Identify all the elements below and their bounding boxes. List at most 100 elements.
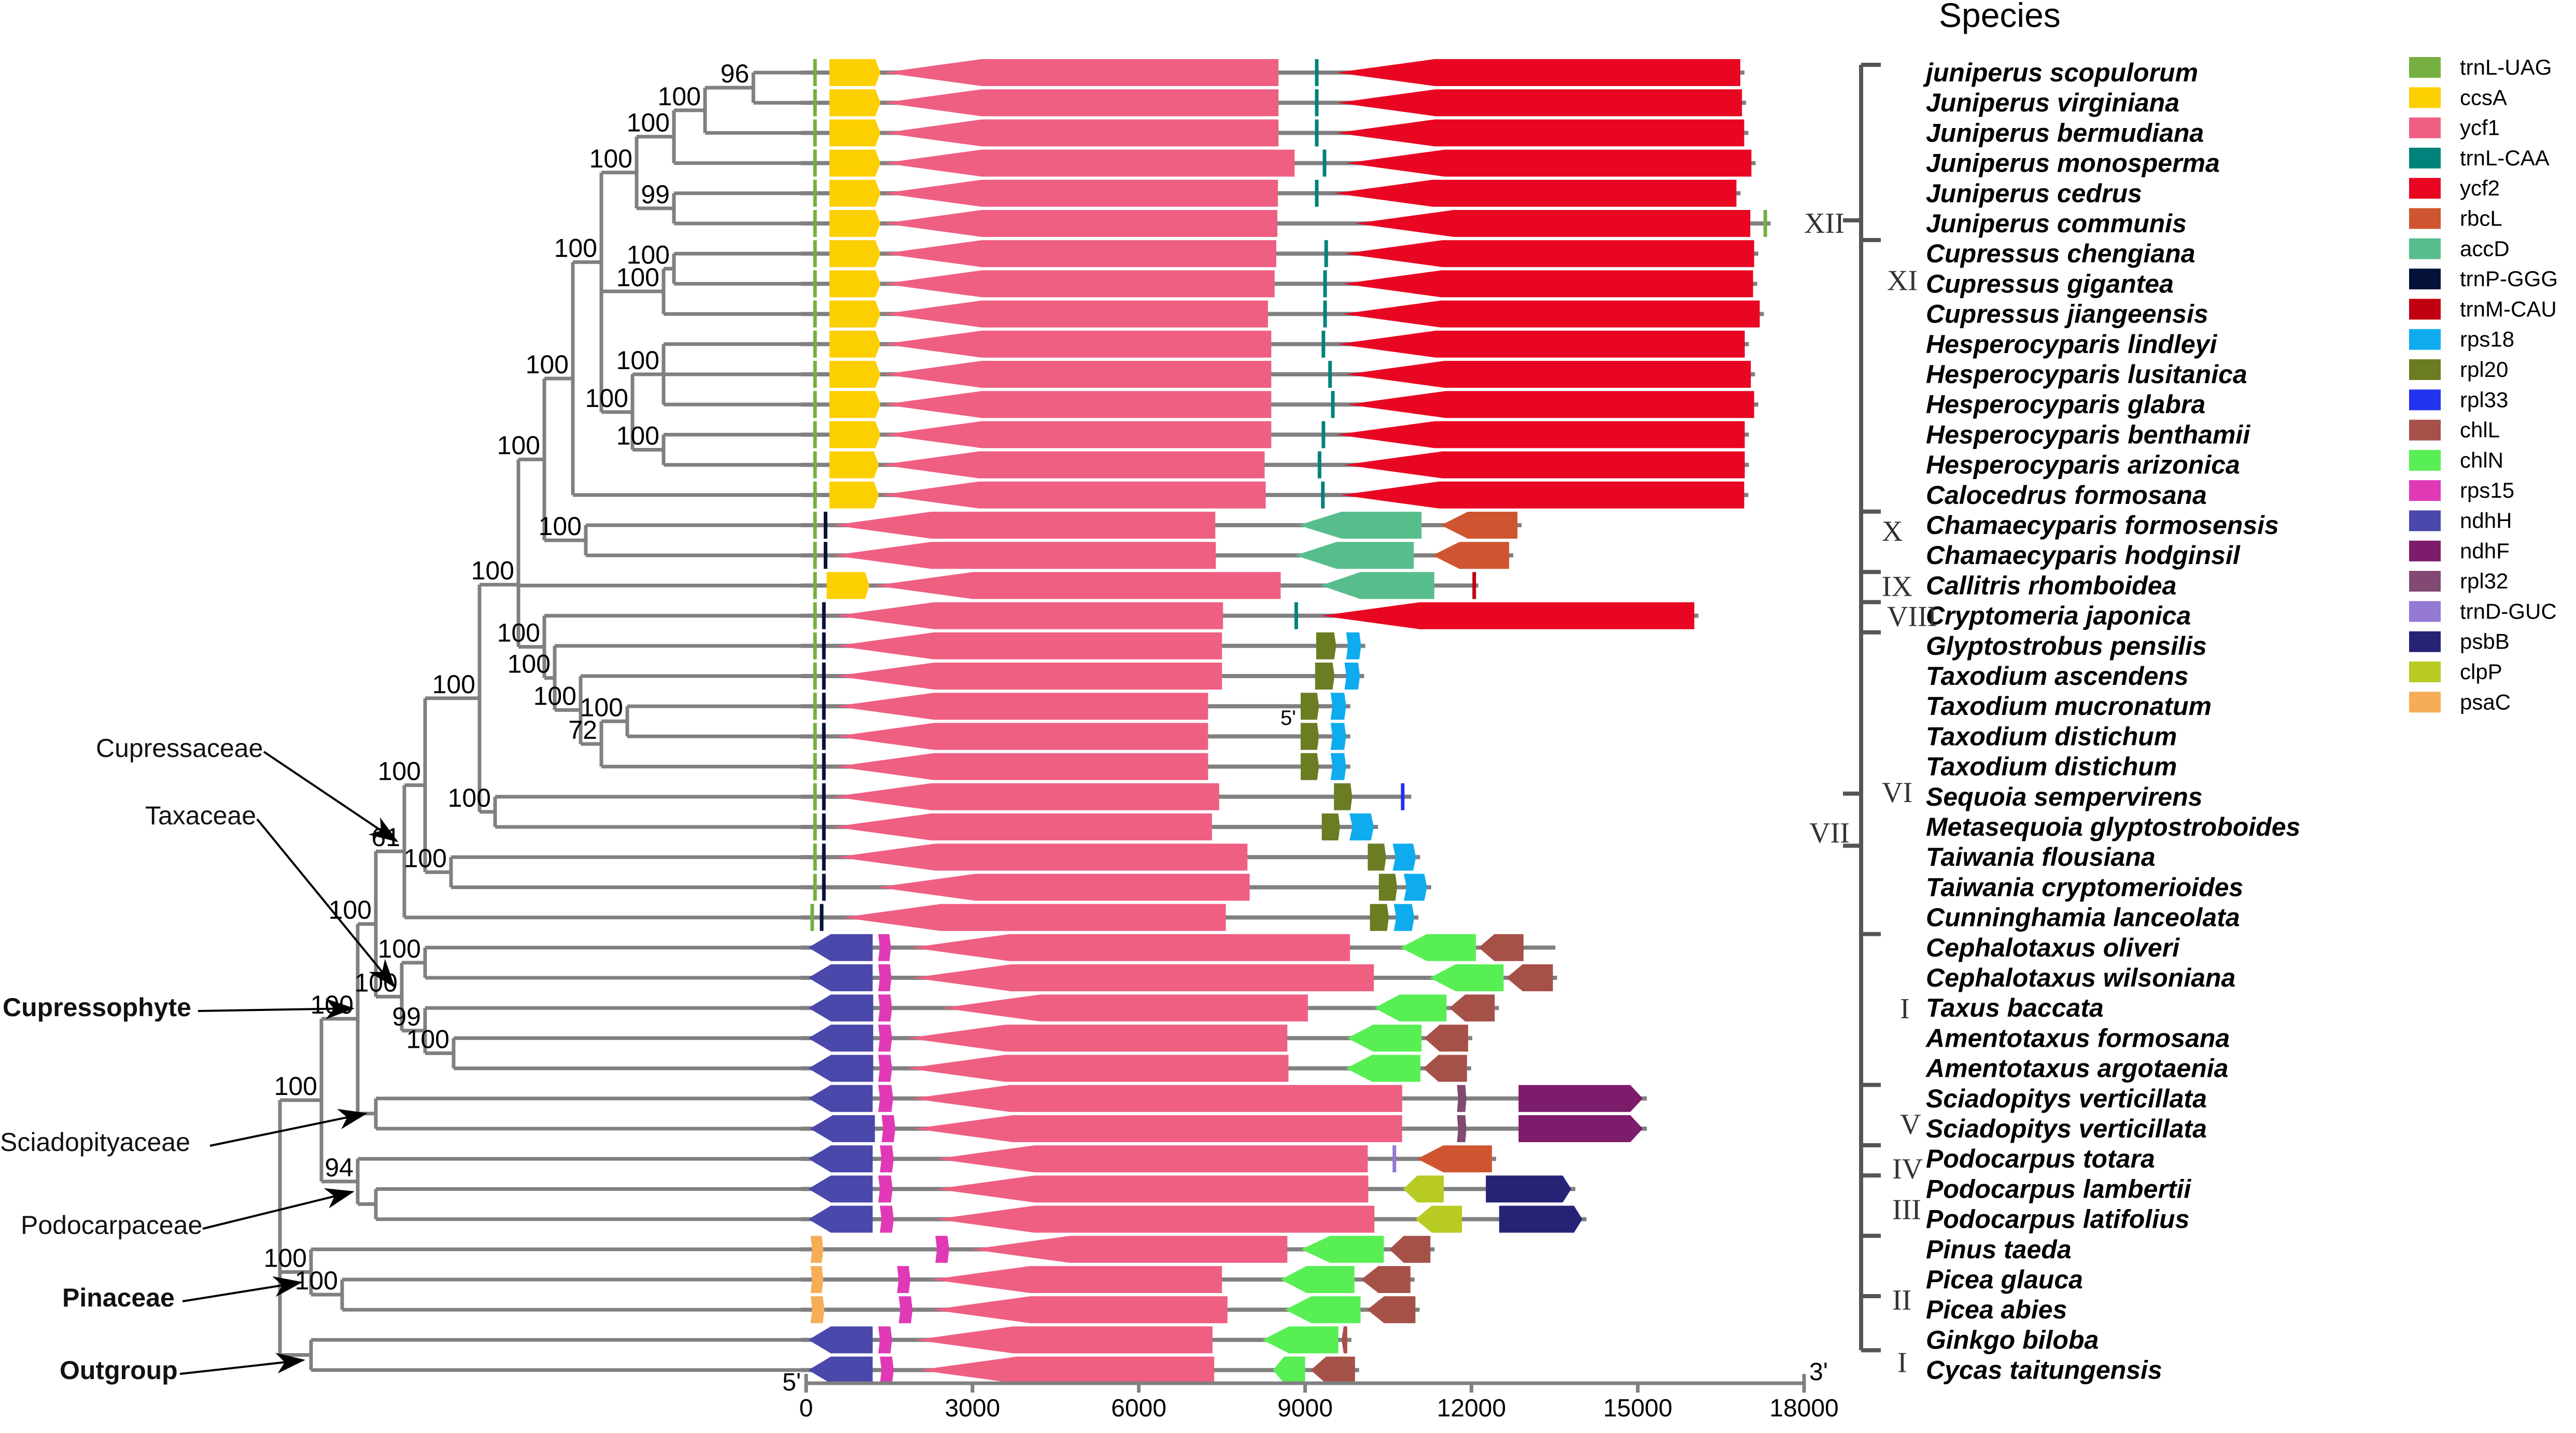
gene-ycf2 [1347, 391, 1754, 418]
gene-chln [1347, 1024, 1422, 1052]
gene-ccsa [829, 179, 881, 207]
species-label: Metasequoia glyptostroboides [1926, 812, 2300, 841]
legend-label: accD [2460, 236, 2510, 261]
legend-swatch [2409, 631, 2441, 652]
tick-label-15000: 15000 [1603, 1395, 1672, 1422]
family-labels: Cupressaceae Taxaceae Cupressophyte Sciadop… [0, 734, 399, 1385]
legend-swatch [2409, 208, 2441, 229]
species-label: Taxodium distichum [1926, 722, 2177, 751]
gene-ycf1 [971, 1235, 1288, 1263]
family-label-pinaceae: Pinaceae [62, 1276, 303, 1312]
species-label: Hesperocyparis lusitanica [1926, 360, 2247, 389]
gene-ccsa [829, 391, 881, 418]
gene-ycf1 [835, 602, 1223, 629]
gene-chll [1449, 994, 1495, 1022]
gene-track-cupressus-jiangeensis [801, 300, 1764, 328]
bootstrap-value: 100 [508, 650, 551, 679]
gene-trnl-caa [1321, 330, 1326, 358]
legend-label: chlN [2460, 448, 2503, 472]
bootstrap-value: 100 [616, 422, 659, 451]
legend-swatch [2409, 178, 2441, 199]
gene-rps15 [878, 934, 891, 961]
legend-swatch [2409, 480, 2441, 501]
gene-trnl-uag [813, 391, 817, 418]
legend-item-clpp: clpP [2409, 659, 2502, 684]
species-label: Cephalotaxus oliveri [1926, 933, 2180, 962]
gene-trnp-ggg [823, 512, 827, 539]
gene-track-hesperocyparis-benthamii [801, 421, 1749, 448]
gene-ycf2 [1343, 270, 1753, 298]
gene-ycf1 [836, 844, 1248, 871]
gene-track-ginkgo-biloba [801, 1326, 1352, 1354]
gene-trnl-uag [813, 421, 817, 448]
tick-label-3000: 3000 [945, 1395, 1000, 1422]
legend-swatch [2409, 419, 2441, 441]
gene-trnl-caa [1331, 391, 1335, 418]
gene-trnl-uag [813, 813, 817, 840]
legend-label: trnD-GUC [2460, 599, 2557, 623]
family-label-cupressophyte: Cupressophyte [3, 993, 355, 1022]
gene-rpl33 [1401, 783, 1405, 810]
bootstrap-value: 100 [526, 350, 569, 379]
gene-ycf2 [1340, 481, 1744, 509]
bootstrap-value: 100 [580, 693, 623, 722]
bootstrap-value: 100 [378, 757, 421, 786]
species-label: juniperus scopulorum [1923, 58, 2198, 87]
bootstrap-value: 100 [448, 783, 491, 812]
gene-track-pinus-taeda [801, 1235, 1435, 1263]
legend-label: rpl32 [2460, 569, 2508, 593]
gene-ycf2 [1334, 179, 1737, 207]
tick-label-12000: 12000 [1437, 1395, 1506, 1422]
gene-rps15 [880, 1145, 894, 1173]
species-label: Sciadopitys verticillata [1926, 1084, 2207, 1113]
gene-trnl-caa [1321, 421, 1326, 448]
gene-trnl-caa [1315, 59, 1319, 86]
gene-trnl-caa [1323, 270, 1327, 298]
legend-label: ycf2 [2460, 176, 2500, 200]
species-label: Chamaecyparis hodginsil [1926, 541, 2241, 570]
species-label: Juniperus cedrus [1926, 179, 2142, 208]
gene-trnl-uag [813, 874, 817, 901]
gene-trnl-caa [1328, 361, 1332, 388]
species-label: Cephalotaxus wilsoniana [1926, 963, 2235, 992]
gene-track-amentotaxus-formosana [801, 1024, 1472, 1052]
gene-track-cupressus-chengiana [801, 240, 1758, 268]
legend-swatch [2409, 147, 2441, 168]
gene-track-podocarpus-lambertii [801, 1175, 1575, 1203]
gene-ccsa [829, 149, 881, 177]
gene-ccsa [826, 572, 869, 599]
gene-ycf1 [931, 1266, 1222, 1293]
gene-trnl-uag [813, 119, 817, 147]
gene-trnl-caa [1322, 149, 1327, 177]
gene-ccsa [829, 210, 881, 237]
gene-track-sciadopitys-verticillata [801, 1085, 1647, 1112]
gene-track-chamaecyparis-formosensis [801, 512, 1522, 539]
gene-ycf1 [914, 1115, 1402, 1142]
species-label: Hesperocyparis benthamii [1926, 420, 2250, 449]
gene-trnd-guc [1392, 1145, 1397, 1173]
family-label-taxaceae: Taxaceae [145, 801, 396, 988]
gene-trnl-caa [1317, 451, 1321, 479]
gene-ndhh [810, 1115, 875, 1142]
gene-rpl20 [1370, 904, 1389, 931]
gene-ycf1 [883, 179, 1278, 207]
gene-chll [1479, 934, 1524, 961]
tick-label-18000: 18000 [1769, 1395, 1838, 1422]
legend-swatch [2409, 540, 2441, 561]
gene-ycf2 [1321, 602, 1695, 629]
five-prime-annotation: 5' [1280, 707, 1296, 729]
legend-label: ycf1 [2460, 116, 2500, 140]
gene-track-sequoia-sempervirens [801, 783, 1412, 810]
legend-item-rps18: rps18 [2409, 327, 2514, 352]
bootstrap-value: 100 [627, 108, 670, 137]
clade-label-v: V [1900, 1108, 1921, 1141]
gene-trnl-uag [813, 361, 817, 388]
gene-psbb [1499, 1205, 1583, 1233]
gene-chll [1361, 1266, 1411, 1293]
gene-ycf2 [1336, 119, 1744, 147]
gene-rps18 [1392, 844, 1416, 871]
gene-chll [1389, 1235, 1431, 1263]
legend-swatch [2409, 389, 2441, 411]
species-label: Amentotaxus argotaenia [1925, 1054, 2228, 1083]
